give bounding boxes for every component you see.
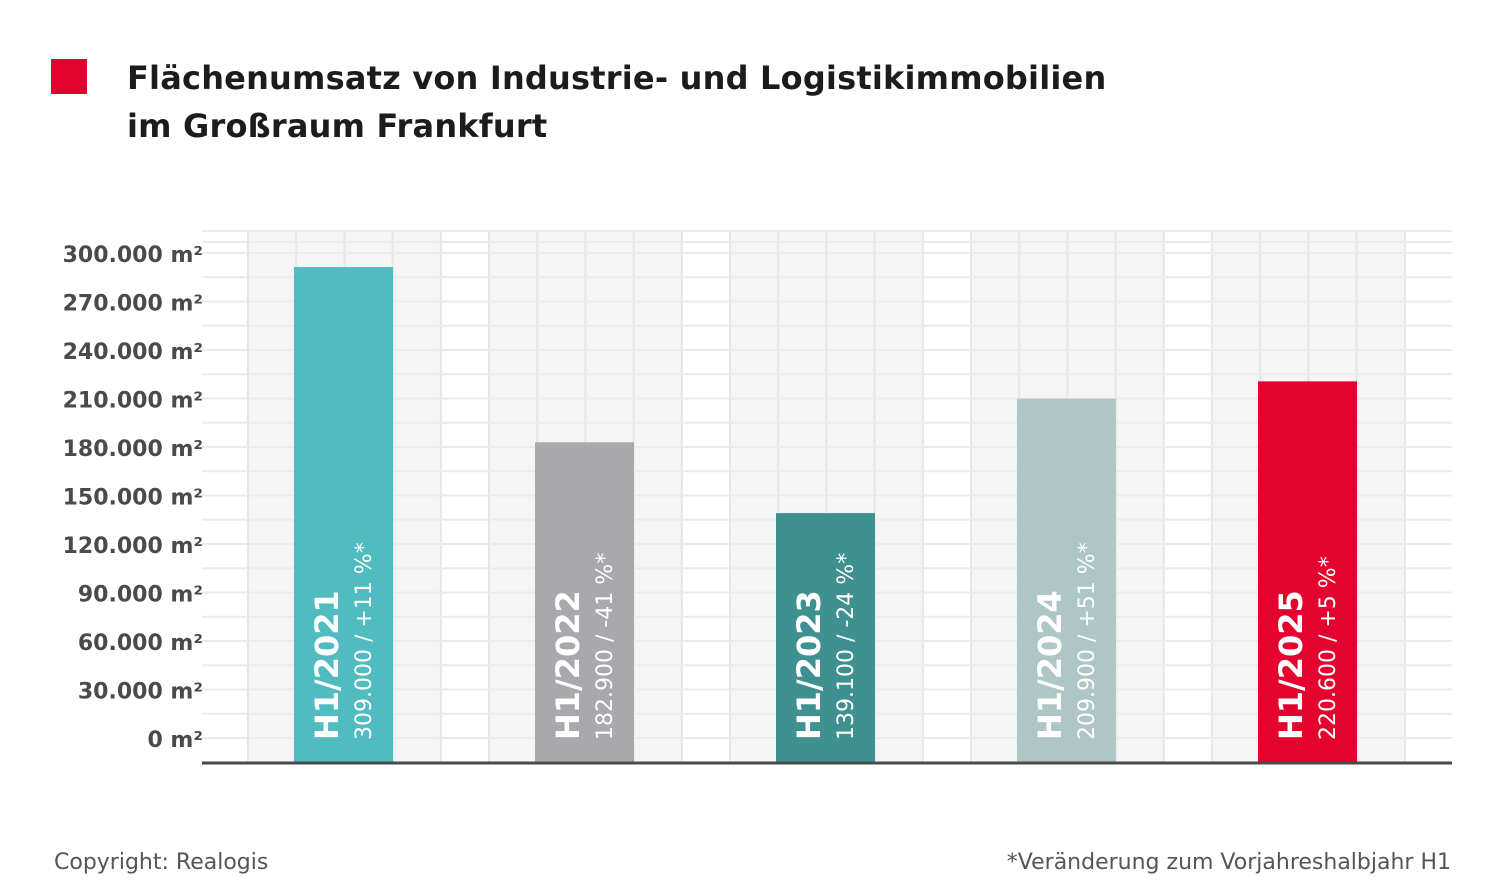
y-tick-label: 30.000 m² xyxy=(78,680,203,705)
bar xyxy=(294,267,393,763)
y-tick-label: 300.000 m² xyxy=(63,243,203,268)
y-tick-label: 180.000 m² xyxy=(63,437,203,462)
y-tick-label: 60.000 m² xyxy=(78,631,203,656)
legend-square xyxy=(51,59,87,94)
bar-value-label: 209.900 / +51 %* xyxy=(1075,542,1100,740)
bar-category-label: H1/2023 xyxy=(790,590,828,740)
y-tick-label: 270.000 m² xyxy=(63,292,203,317)
y-tick-label: 120.000 m² xyxy=(63,534,203,559)
y-tick-label: 90.000 m² xyxy=(78,583,203,608)
bar xyxy=(1258,381,1357,763)
bar-category-label: H1/2022 xyxy=(549,590,587,740)
bar-category-label: H1/2024 xyxy=(1031,590,1069,740)
bar xyxy=(1017,398,1116,763)
y-tick-label: 210.000 m² xyxy=(63,389,203,414)
bar-value-label: 309.000 / +11 %* xyxy=(352,542,377,740)
bar xyxy=(776,513,875,763)
bar-value-label: 182.900 / -41 %* xyxy=(593,553,618,740)
chart-title: Flächenumsatz von Industrie- und Logisti… xyxy=(127,54,1327,150)
bar-value-label: 139.100 / -24 %* xyxy=(834,553,859,740)
copyright-text: Copyright: Realogis xyxy=(54,850,269,875)
footnote-text: *Veränderung zum Vorjahreshalbjahr H1 xyxy=(1006,850,1451,875)
chart-title-line-1: Flächenumsatz von Industrie- und Logisti… xyxy=(127,59,1107,97)
y-tick-label: 150.000 m² xyxy=(63,486,203,511)
bar-category-label: H1/2025 xyxy=(1272,590,1310,740)
bar-value-label: 220.600 / +5 %* xyxy=(1316,556,1341,740)
bar xyxy=(535,442,634,763)
y-tick-label: 240.000 m² xyxy=(63,340,203,365)
y-tick-label: 0 m² xyxy=(147,728,203,753)
bar-category-label: H1/2021 xyxy=(308,590,346,740)
chart-title-line-2: im Großraum Frankfurt xyxy=(127,107,548,145)
